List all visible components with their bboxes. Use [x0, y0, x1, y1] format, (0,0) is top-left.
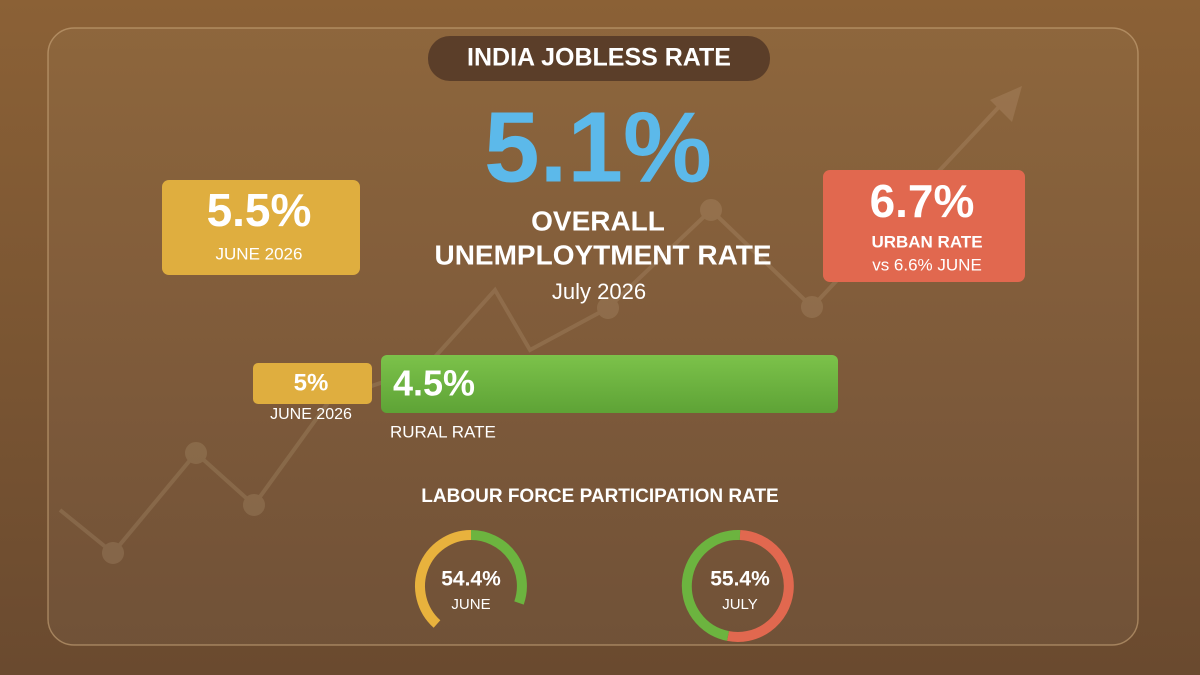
- overall-period: July 2026: [552, 279, 646, 304]
- decorative-trend: [58, 86, 1022, 564]
- overall-label: UNEMPLOYTMENT RATE: [434, 239, 771, 270]
- gauge-value: 54.4%: [441, 568, 501, 591]
- rural-label: RURAL RATE: [390, 422, 496, 441]
- lfpr-title: LABOUR FORCE PARTICIPATION RATE: [421, 486, 778, 507]
- gauge-arc: [415, 530, 472, 628]
- gauge-value: 55.4%: [710, 568, 770, 591]
- urban-label: URBAN RATE: [871, 232, 982, 251]
- urban-value: 6.7%: [870, 175, 975, 227]
- june-value: 5.5%: [207, 184, 312, 236]
- gauge-arc: [470, 530, 527, 605]
- gauge-arc: [727, 530, 794, 642]
- gauge-arc: [681, 529, 741, 641]
- title-pill: [428, 36, 770, 81]
- rural-value: 4.5%: [393, 363, 475, 404]
- overall-value: 5.1%: [484, 91, 712, 203]
- gauge-label: JUNE: [451, 596, 490, 613]
- rural-bar: [381, 355, 838, 413]
- gauge-label: JULY: [722, 596, 758, 613]
- rural-june-value: 5%: [294, 369, 329, 396]
- title: INDIA JOBLESS RATE: [467, 44, 731, 72]
- urban-card: [823, 170, 1025, 282]
- june-gauge: 54.4% JUNE: [415, 530, 527, 628]
- july-gauge: 55.4% JULY: [681, 529, 794, 642]
- overall-label: OVERALL: [531, 205, 665, 236]
- june-label: JUNE 2026: [216, 244, 303, 263]
- june-card: [162, 180, 360, 275]
- urban-comparison: vs 6.6% JUNE: [872, 255, 982, 274]
- rural-june-card: [253, 363, 372, 404]
- rural-june-label: JUNE 2026: [270, 406, 352, 423]
